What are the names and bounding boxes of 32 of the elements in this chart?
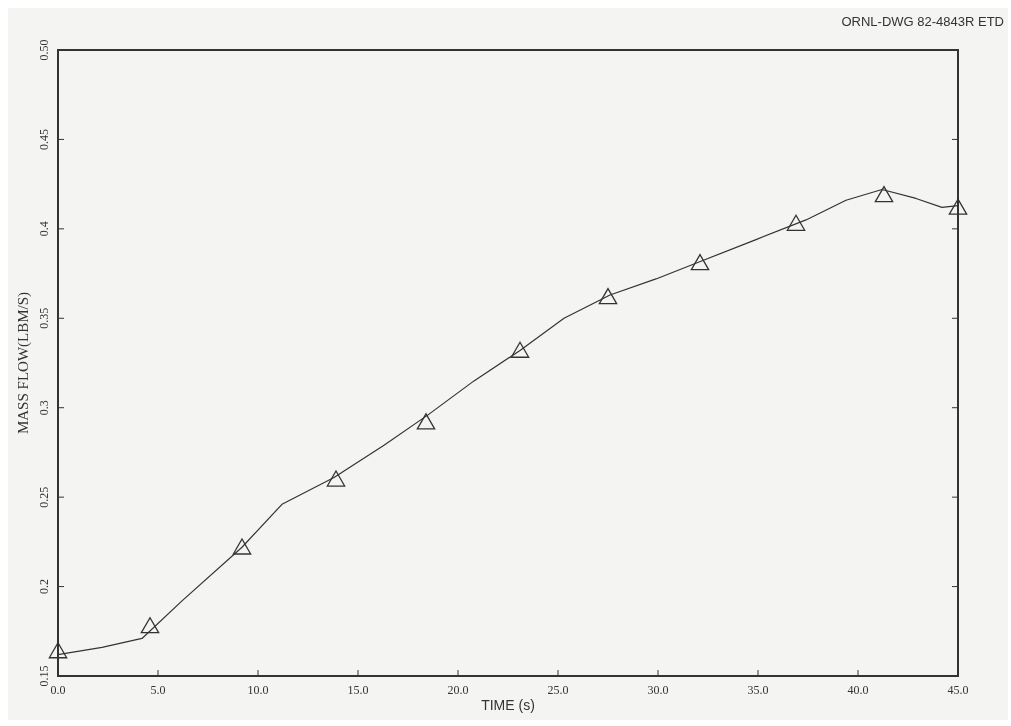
x-tick-label: 25.0	[547, 683, 569, 697]
x-tick-label: 45.0	[947, 683, 969, 697]
point	[598, 287, 618, 305]
x-tick-label: 10.0	[247, 683, 269, 697]
point	[786, 214, 806, 231]
x-tick-label: 40.0	[847, 683, 869, 697]
y-tick-label: 0.50	[37, 39, 51, 61]
point	[48, 642, 68, 659]
x-tick-label: 30.0	[647, 683, 669, 697]
y-tick-label: 0.25	[37, 486, 51, 508]
point	[140, 617, 160, 634]
text: ORNL-DWG 82-4843R ETD	[841, 14, 1004, 29]
point	[326, 470, 346, 487]
point	[690, 253, 710, 271]
x-tick-label: 20.0	[447, 683, 469, 697]
x-axis-title: TIME (s)	[481, 697, 535, 713]
point	[510, 341, 530, 358]
point	[948, 198, 968, 215]
x-tick-label: 5.0	[150, 683, 166, 697]
y-tick-label: 0.15	[37, 665, 51, 687]
y-tick-label: 0.2	[37, 579, 51, 595]
y-tick-label: 0.4	[37, 221, 51, 237]
x-tick-label: 0.0	[50, 683, 66, 697]
y-axis-title: MASS FLOW(LBM/S)	[15, 291, 32, 435]
y-tick-label: 0.35	[37, 307, 51, 329]
y-tick-label: 0.3	[37, 400, 51, 416]
point	[874, 186, 894, 203]
point	[416, 413, 436, 430]
y-tick-label: 0.45	[37, 128, 51, 150]
point	[232, 538, 252, 555]
x-tick-label: 15.0	[347, 683, 369, 697]
x-tick-label: 35.0	[747, 683, 769, 697]
